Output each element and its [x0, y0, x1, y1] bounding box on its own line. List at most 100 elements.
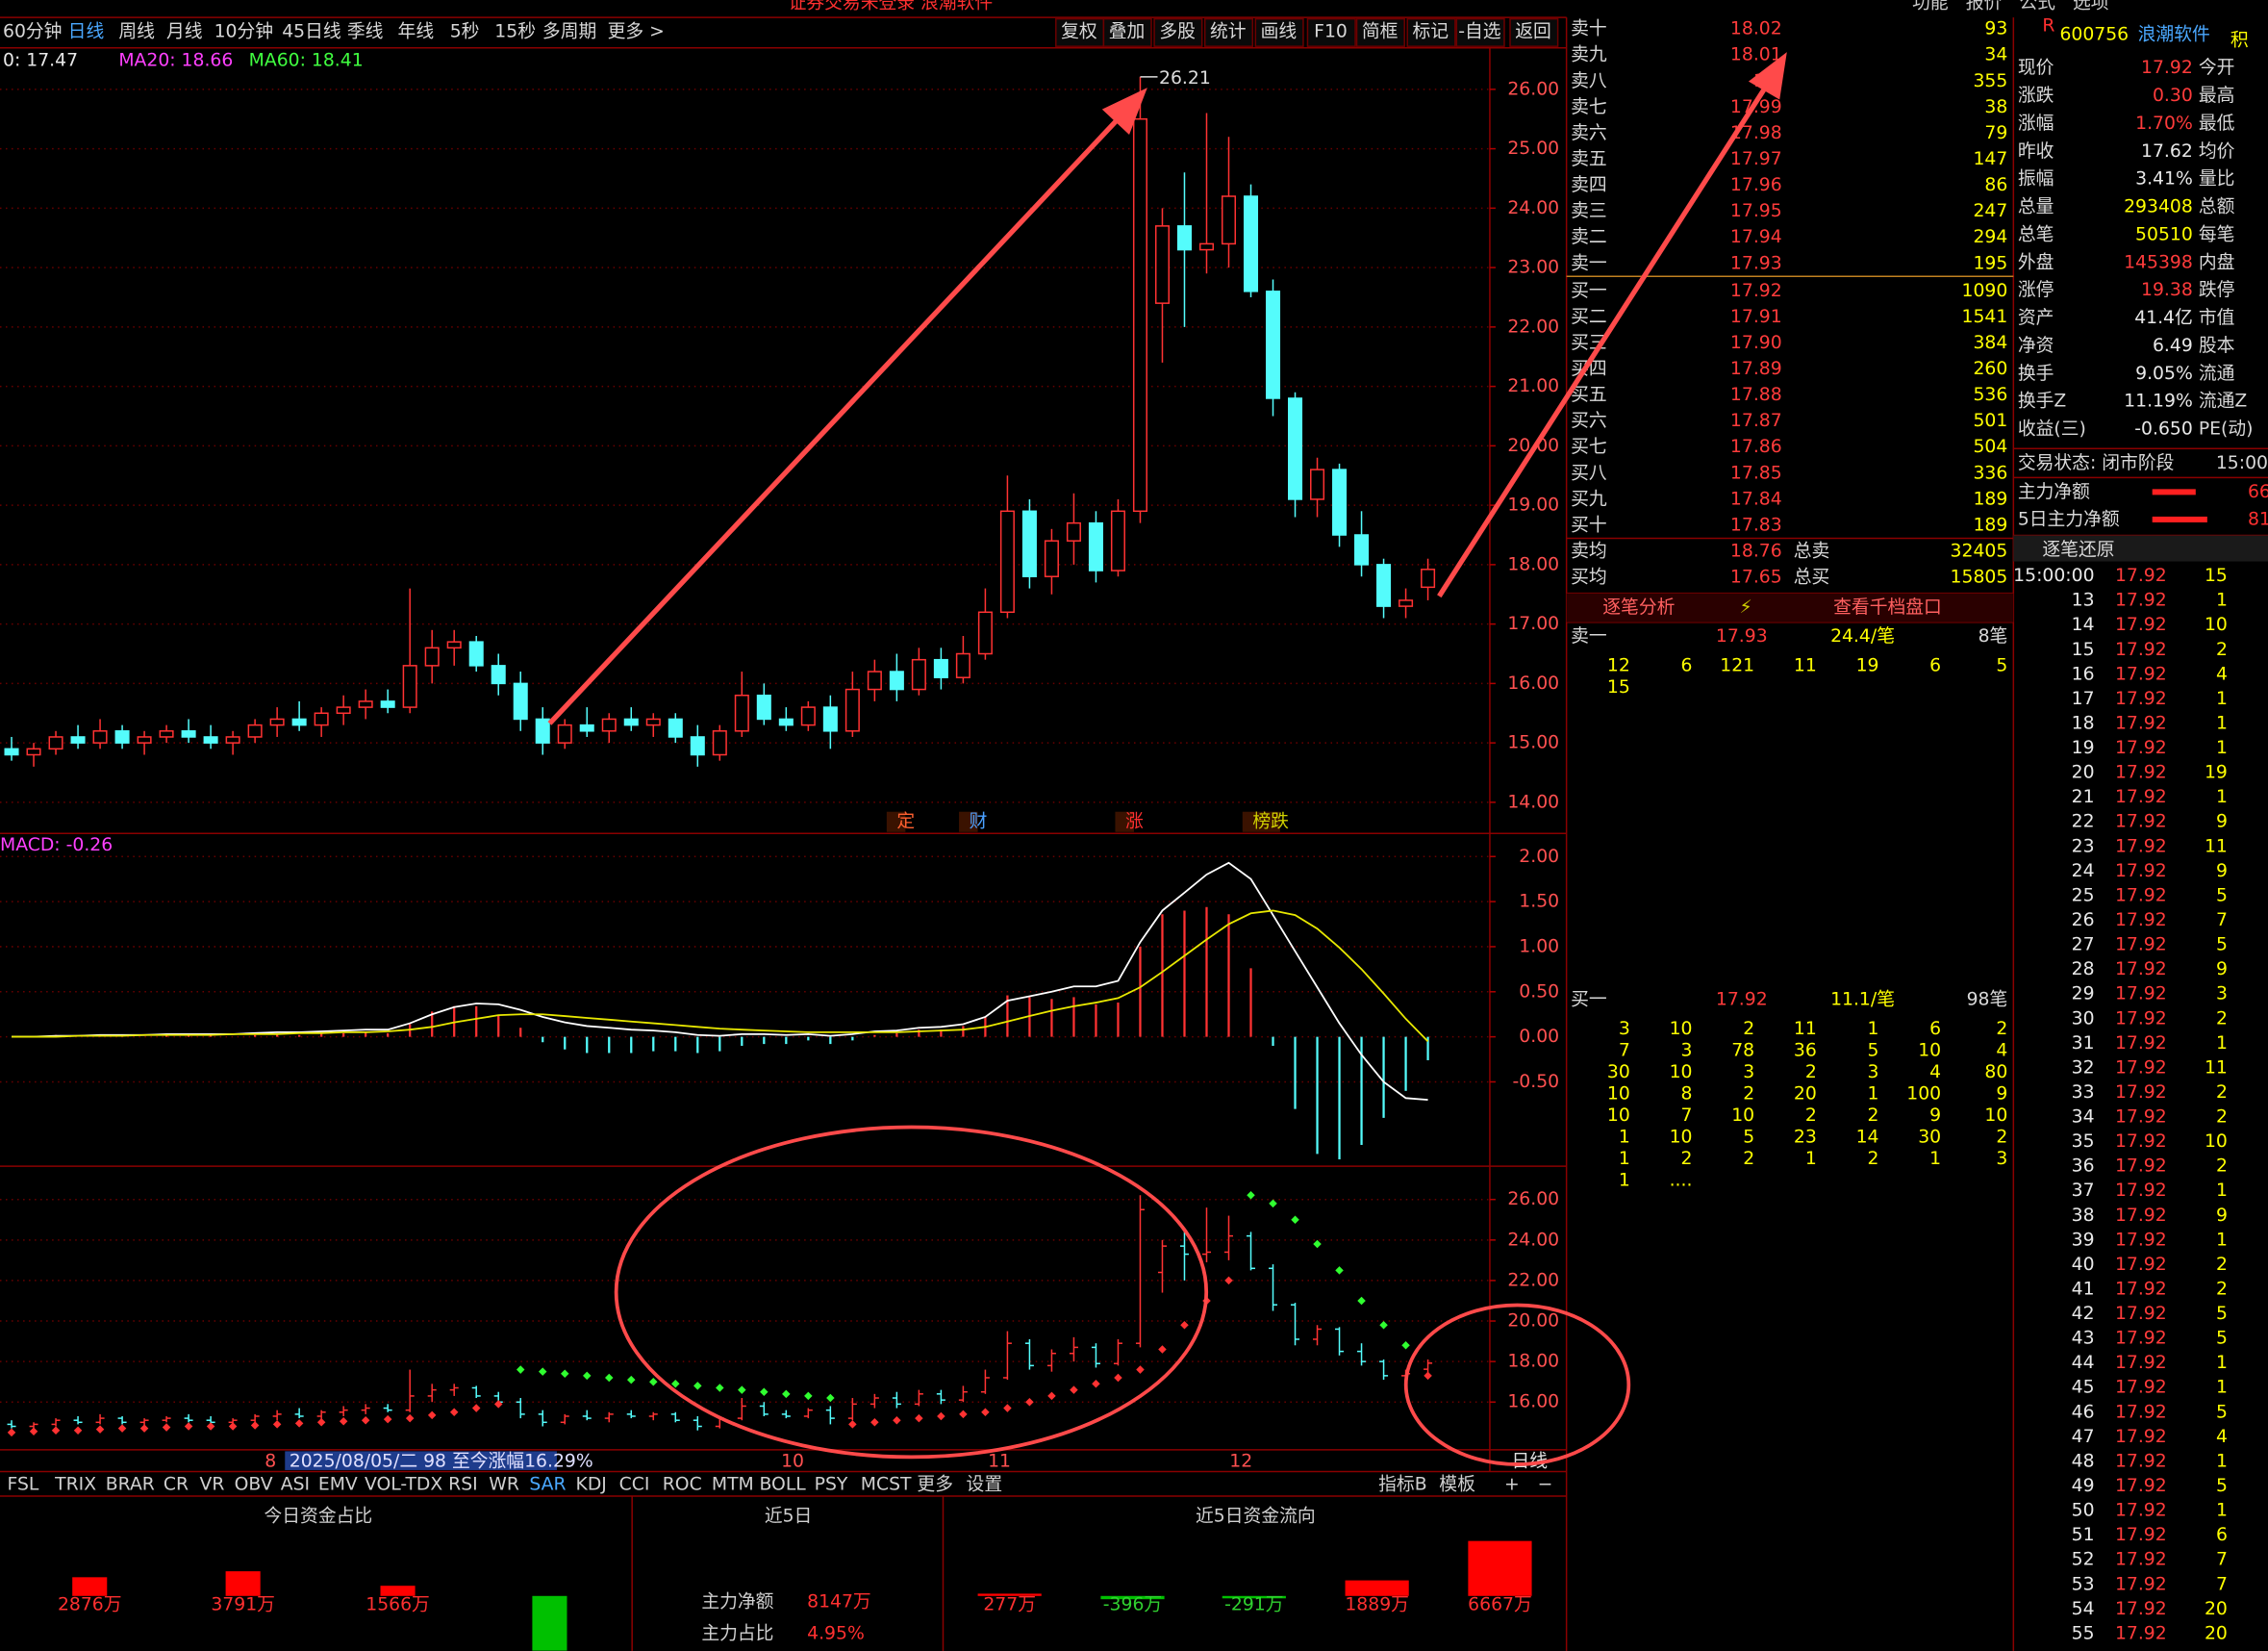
indicator-tab[interactable]: MTM	[712, 1474, 754, 1494]
tick-price: 17.92	[2115, 1574, 2167, 1594]
indicator-tab[interactable]: ASI	[281, 1474, 310, 1494]
indicator-tool[interactable]: +	[1504, 1474, 1520, 1494]
indicator-tool[interactable]: 指标B	[1378, 1473, 1426, 1494]
tool-label[interactable]: 叠加	[1109, 21, 1146, 42]
period-tab[interactable]: 更多 >	[608, 21, 665, 42]
indicator-tab[interactable]: PSY	[815, 1474, 848, 1494]
indicator-tab[interactable]: MCST	[861, 1474, 912, 1494]
indicator-tab[interactable]: CCI	[619, 1474, 650, 1494]
indicator-tab[interactable]: RSI	[448, 1474, 478, 1494]
indicator-tab[interactable]: TRIX	[54, 1474, 96, 1494]
tick-price: 17.92	[2115, 1033, 2167, 1054]
indicator-tab[interactable]: CR	[164, 1474, 189, 1494]
indicator-tab[interactable]: SAR	[529, 1474, 566, 1494]
tool-label[interactable]: 多股	[1159, 21, 1196, 42]
tool-button[interactable]	[1254, 17, 1304, 47]
book-button[interactable]: 查看千档盘口	[1833, 597, 1942, 618]
tool-label[interactable]: 画线	[1261, 21, 1298, 42]
tool-label[interactable]: 统计	[1210, 21, 1247, 42]
tool-label[interactable]: 简框	[1362, 21, 1399, 42]
tool-button[interactable]	[1203, 17, 1254, 47]
queue-volume: ....	[1670, 1171, 1693, 1191]
menu-item[interactable]: 公式	[2019, 0, 2055, 13]
fund-bar	[380, 1586, 416, 1596]
tick-volume: 2	[2216, 1156, 2228, 1177]
period-tab[interactable]: 5秒	[450, 21, 480, 42]
indicator-tool[interactable]: 模板	[1439, 1473, 1475, 1494]
period-tab[interactable]: 月线	[166, 21, 203, 42]
book-volume: 501	[1973, 411, 2007, 431]
indicator-tab[interactable]: KDJ	[576, 1474, 607, 1494]
indicator-tab[interactable]: VOL-TDX	[365, 1474, 442, 1494]
tool-label[interactable]: F10	[1314, 22, 1348, 42]
menu-item[interactable]: 报价	[1966, 0, 2003, 13]
y-tick-label: 2.00	[1519, 847, 1559, 867]
period-tab[interactable]: 多周期	[542, 21, 596, 42]
candle-body	[1198, 242, 1215, 251]
indicator-tool[interactable]: −	[1538, 1474, 1553, 1494]
quote-value: 6.49	[2153, 336, 2193, 356]
tool-label[interactable]: 返回	[1515, 21, 1551, 42]
tool-button[interactable]	[1153, 17, 1203, 47]
book-price: 17.94	[1730, 227, 1782, 247]
period-tab[interactable]: 60分钟	[3, 21, 62, 42]
period-tab[interactable]: 45日线	[282, 21, 341, 42]
sar-dot	[1070, 1385, 1078, 1394]
candle-body	[114, 730, 130, 744]
indicator-tab[interactable]: ROC	[663, 1474, 702, 1494]
y-tick-label: 18.00	[1507, 1352, 1559, 1372]
indicator-tab[interactable]: OBV	[235, 1474, 273, 1494]
indicator-tab[interactable]: BRAR	[106, 1474, 155, 1494]
tool-button[interactable]	[1306, 17, 1356, 47]
tool-button[interactable]	[1406, 17, 1456, 47]
tick-time: 21	[2072, 787, 2095, 807]
tick-volume: 2	[2216, 1107, 2228, 1128]
tick-volume: 1	[2216, 738, 2228, 758]
tool-label[interactable]: 复权	[1061, 21, 1097, 42]
book-price: 17.95	[1730, 201, 1782, 221]
quote-label: 每笔	[2199, 223, 2235, 244]
indicator-tab[interactable]: FSL	[8, 1474, 39, 1494]
book-button[interactable]: 逐笔分析	[1602, 597, 1675, 618]
tick-volume: 7	[2216, 1574, 2228, 1594]
indicator-tab[interactable]: EMV	[318, 1474, 358, 1494]
tool-label[interactable]: 标记	[1413, 21, 1449, 42]
tick-volume: 5	[2216, 1402, 2228, 1422]
menu-item[interactable]: 选项	[2073, 0, 2109, 13]
queue-volume: 10	[1607, 1083, 1630, 1104]
window-title: 证券交易未登录 浪潮软件	[789, 0, 994, 13]
indicator-tab[interactable]: 设置	[967, 1473, 1003, 1494]
period-tab[interactable]: 10分钟	[214, 21, 273, 42]
event-marker-bg	[959, 811, 978, 832]
tool-button[interactable]	[1055, 17, 1105, 47]
ma-legend: MA60: 18.41	[249, 51, 364, 71]
tick-time: 50	[2072, 1501, 2095, 1521]
tool-button[interactable]	[1455, 17, 1505, 47]
period-tab[interactable]: 日线	[68, 21, 105, 42]
main-force-label: 5日主力净额	[2018, 508, 2120, 529]
sar-dot	[870, 1418, 879, 1427]
book-button[interactable]: ⚡	[1740, 597, 1752, 618]
period-tab[interactable]: 周线	[118, 21, 155, 42]
menu-item[interactable]: 功能	[1912, 0, 1949, 13]
tick-volume: 1	[2216, 1353, 2228, 1373]
tool-label[interactable]: -自选	[1458, 21, 1501, 42]
period-tab[interactable]: 年线	[398, 21, 435, 42]
quote-label: 跌停	[2199, 279, 2235, 300]
queue-volume: 3	[1619, 1019, 1630, 1039]
sar-dot	[782, 1389, 791, 1399]
tick-volume: 7	[2216, 1550, 2228, 1570]
period-tab[interactable]: 季线	[347, 21, 384, 42]
quote-label: 最高	[2199, 85, 2235, 106]
period-tab[interactable]: 15秒	[494, 21, 536, 42]
indicator-tab[interactable]: 更多	[917, 1473, 953, 1494]
tool-button[interactable]	[1102, 17, 1152, 47]
indicator-tab[interactable]: BOLL	[760, 1474, 807, 1494]
tool-button[interactable]	[1509, 17, 1559, 47]
indicator-tab[interactable]: WR	[489, 1474, 519, 1494]
candle-body	[380, 700, 395, 708]
indicator-tab[interactable]: VR	[200, 1474, 225, 1494]
tool-button[interactable]	[1355, 17, 1405, 47]
tick-volume: 2	[2216, 1279, 2228, 1299]
